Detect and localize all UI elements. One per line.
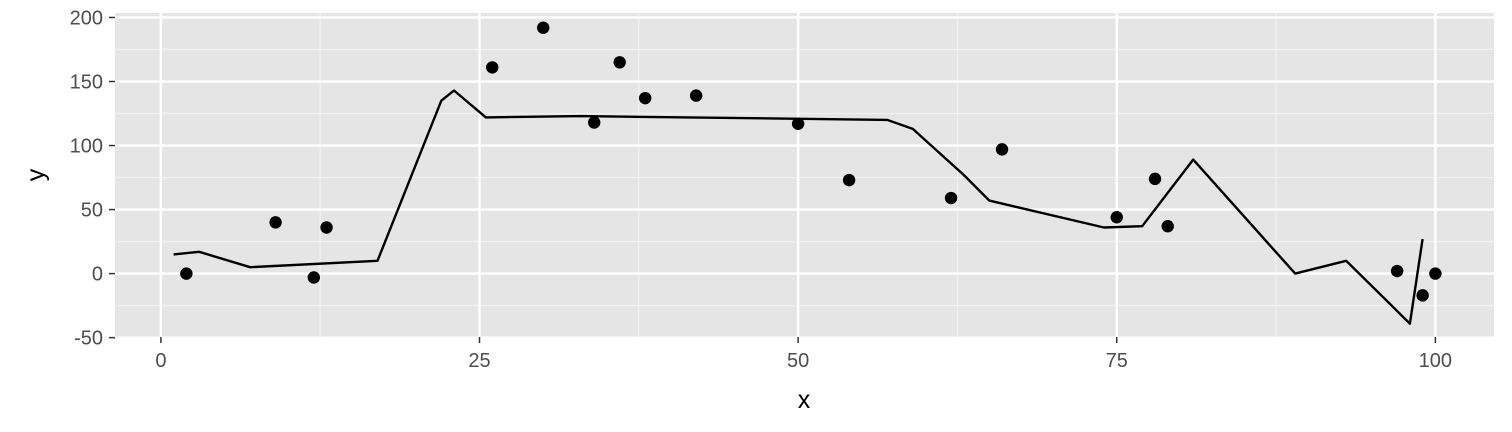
data-point: [995, 143, 1009, 156]
y-tick-label: 50: [81, 200, 103, 222]
data-point: [944, 191, 958, 205]
y-axis-ticks: -50 0 50 100 150 200: [70, 7, 115, 350]
x-axis-ticks: 0 25 50 75 100: [155, 337, 1452, 372]
x-tick-label: 0: [155, 350, 166, 372]
data-point: [613, 56, 626, 69]
x-tick-label: 100: [1419, 350, 1452, 372]
data-point: [269, 216, 282, 229]
data-point: [1110, 211, 1123, 224]
line-series: [173, 89, 1424, 325]
y-tick-label: -50: [74, 328, 103, 350]
y-tick-label: 0: [92, 264, 103, 286]
data-point: [1429, 267, 1442, 280]
smooth-line: [173, 89, 1424, 325]
x-tick-label: 50: [787, 350, 809, 372]
y-tick-label: 100: [70, 136, 103, 158]
data-point: [791, 117, 805, 130]
major-gridlines: [115, 13, 1494, 339]
data-point: [1416, 289, 1429, 302]
data-point: [307, 271, 321, 284]
y-tick-label: 150: [70, 72, 103, 94]
data-point: [1161, 220, 1174, 233]
data-point: [486, 61, 499, 74]
data-point: [537, 21, 550, 34]
x-axis-title: x: [798, 386, 811, 414]
point-series: [180, 21, 1442, 302]
data-point: [320, 221, 333, 234]
data-point: [1390, 264, 1404, 278]
data-point: [689, 89, 703, 102]
x-tick-label: 75: [1106, 350, 1128, 372]
data-point: [180, 267, 193, 280]
data-point: [588, 116, 601, 129]
data-point: [638, 91, 652, 105]
x-tick-label: 25: [468, 350, 490, 372]
y-axis-title: y: [22, 168, 50, 181]
y-tick-label: 200: [70, 7, 103, 29]
minor-gridlines: [115, 13, 1494, 337]
plot-panel: [115, 13, 1494, 337]
data-point: [1148, 172, 1162, 186]
data-point: [842, 173, 856, 187]
